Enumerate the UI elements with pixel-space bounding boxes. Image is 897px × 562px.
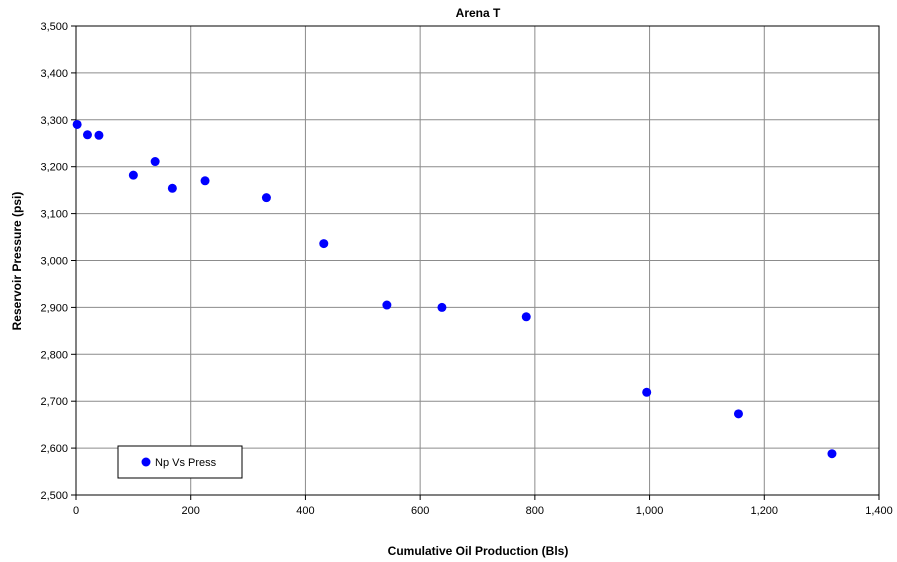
data-point (128, 170, 138, 180)
data-point (72, 119, 82, 129)
y-tick-label: 3,300 (40, 115, 68, 127)
y-tick-label: 2,500 (40, 490, 68, 502)
legend-label: Np Vs Press (155, 457, 217, 469)
data-point (200, 176, 210, 186)
data-point (642, 387, 652, 397)
x-tick-label: 800 (526, 505, 544, 517)
legend: Np Vs Press (117, 445, 243, 479)
data-point (150, 157, 160, 167)
y-tick-label: 2,600 (40, 443, 68, 455)
legend-box (117, 445, 243, 479)
gridlines (71, 25, 880, 500)
data-point (437, 302, 447, 312)
y-tick-label: 3,000 (40, 256, 68, 268)
plot-area-border (75, 25, 880, 496)
data-point (94, 130, 104, 140)
legend-marker (141, 457, 151, 467)
x-tick-label: 1,400 (865, 505, 893, 517)
x-tick-label: 0 (73, 505, 79, 517)
x-tick-label: 1,000 (636, 505, 664, 517)
y-tick-label: 2,700 (40, 396, 68, 408)
y-tick-label: 2,800 (40, 349, 68, 361)
data-point (319, 239, 329, 249)
data-point (521, 312, 531, 322)
y-axis-title: Reservoir Pressure (psi) (10, 192, 24, 331)
y-tick-label: 3,400 (40, 68, 68, 80)
data-point (82, 130, 92, 140)
data-point (733, 409, 743, 419)
x-tick-label: 400 (296, 505, 314, 517)
y-tick-label: 3,500 (40, 21, 68, 33)
x-tick-label: 200 (182, 505, 200, 517)
data-point (261, 193, 271, 203)
data-point (827, 449, 837, 459)
chart-title: Arena T (456, 6, 501, 20)
y-tick-label: 3,200 (40, 162, 68, 174)
x-axis-title: Cumulative Oil Production (Bls) (388, 544, 569, 558)
data-points (72, 119, 837, 459)
y-tick-label: 2,900 (40, 302, 68, 314)
data-point (167, 183, 177, 193)
x-tick-label: 1,200 (751, 505, 779, 517)
tick-labels: 2,500 2,600 2,700 2,800 2,900 3,000 3,100 3,200… (40, 21, 892, 517)
y-tick-label: 3,100 (40, 209, 68, 221)
data-point (382, 300, 392, 310)
x-tick-label: 600 (411, 505, 429, 517)
